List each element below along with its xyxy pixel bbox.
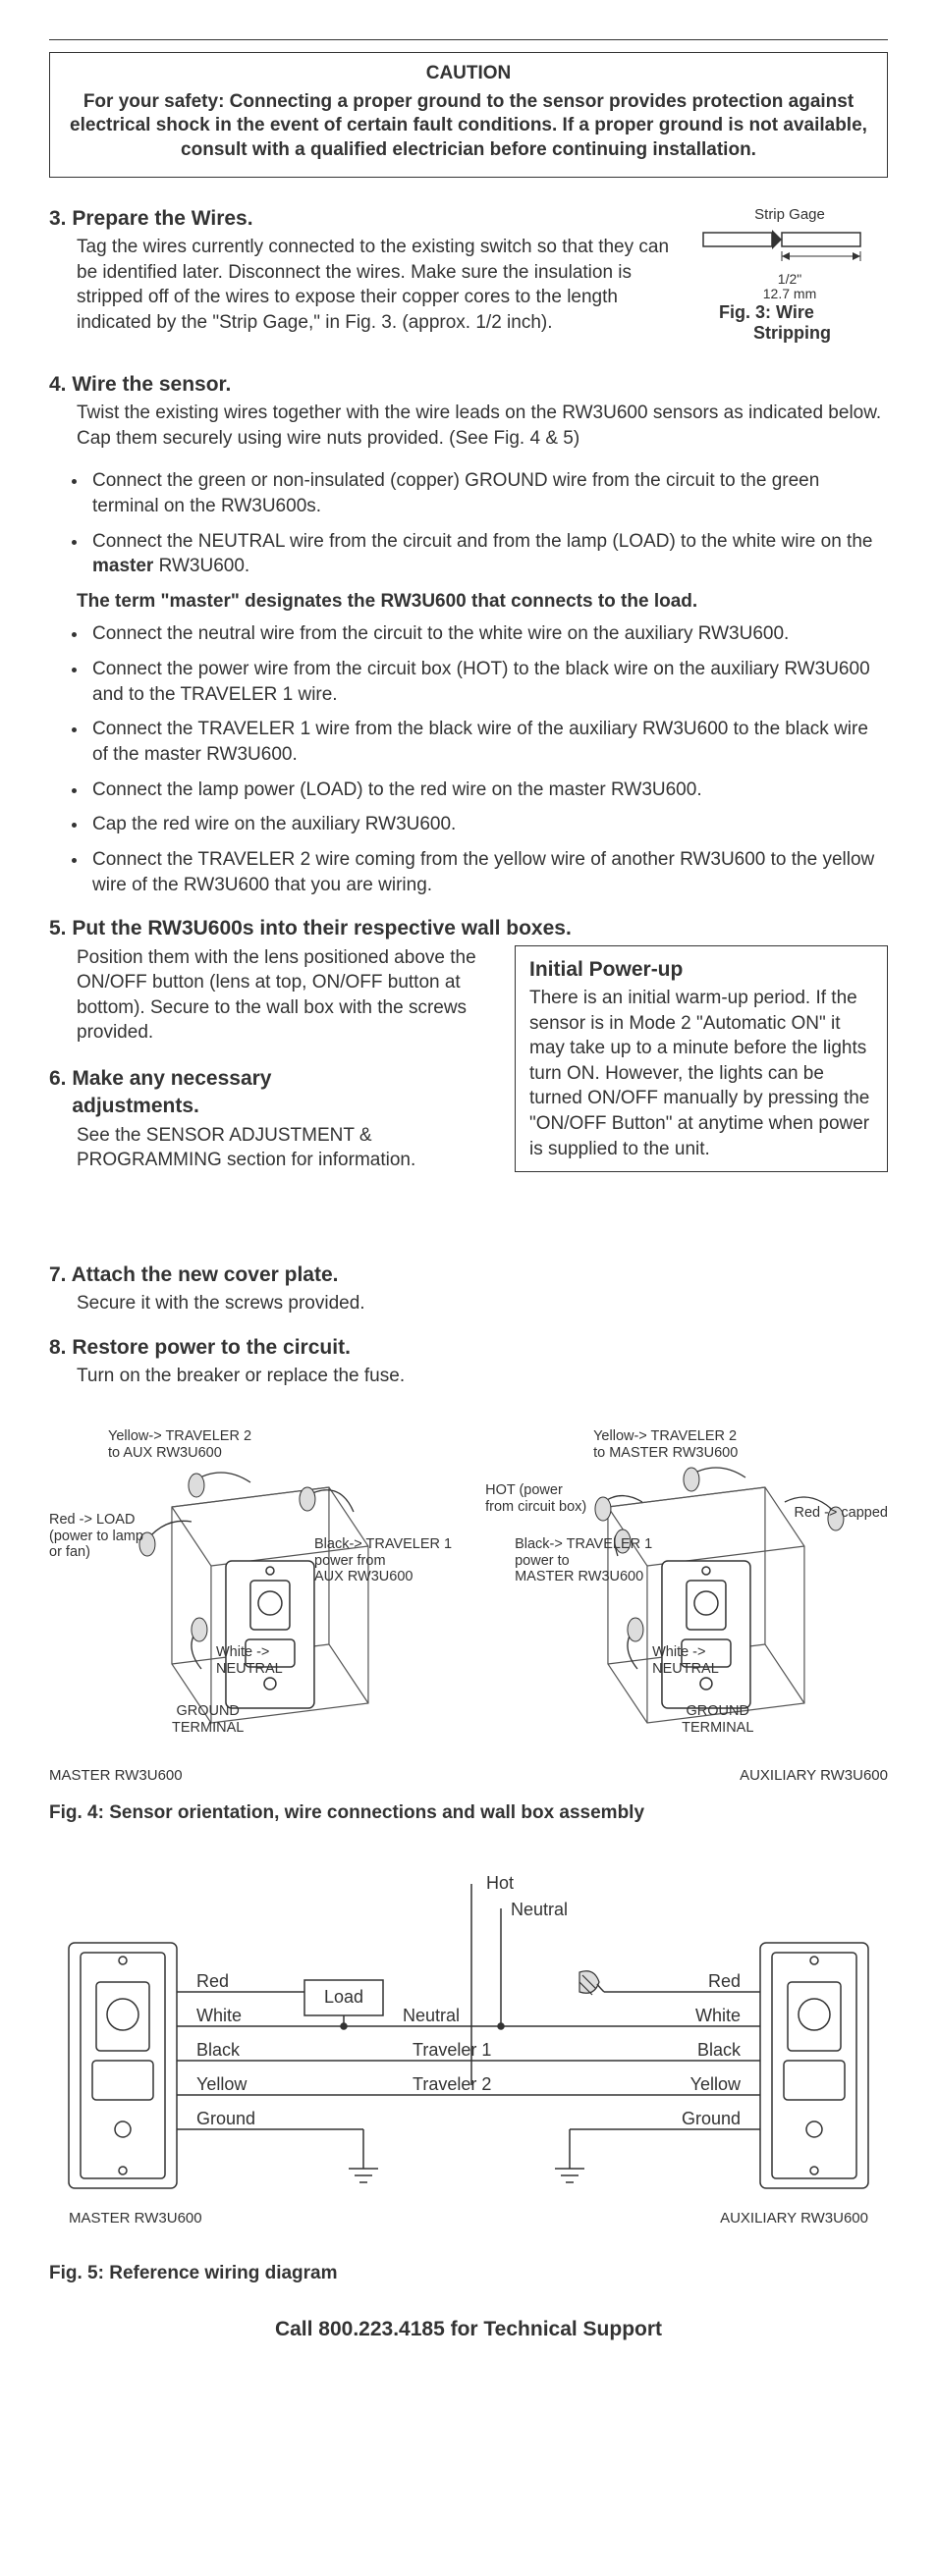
svg-text:Ground: Ground bbox=[196, 2109, 255, 2128]
bullet-item: Connect the lamp power (LOAD) to the red… bbox=[88, 778, 888, 803]
lbl-black-aux: Black-> TRAVELER 1 power to MASTER RW3U6… bbox=[515, 1536, 652, 1585]
bullet-item: Connect the NEUTRAL wire from the circui… bbox=[88, 529, 888, 579]
svg-text:Black: Black bbox=[697, 2040, 742, 2060]
bullet-item: Connect the neutral wire from the circui… bbox=[88, 621, 888, 647]
svg-text:Ground: Ground bbox=[682, 2109, 741, 2128]
strip-gage-figure: Strip Gage 1/2" 12.7 mm Fig. 3: Wire Str… bbox=[691, 205, 888, 345]
bullet-item: Cap the red wire on the auxiliary RW3U60… bbox=[88, 812, 888, 837]
strip-gage-label: Strip Gage bbox=[691, 205, 888, 225]
fig5-hot: Hot bbox=[486, 1873, 514, 1893]
step4-heading: 4. Wire the sensor. bbox=[49, 371, 888, 399]
step-5-heading-row: 5. Put the RW3U600s into their respectiv… bbox=[49, 915, 888, 942]
strip-gage-icon bbox=[701, 227, 878, 270]
step-4: 4. Wire the sensor. Twist the existing w… bbox=[49, 371, 888, 898]
svg-text:Yellow: Yellow bbox=[690, 2074, 742, 2094]
step6-heading: 6. Make any necessary adjustments. bbox=[49, 1065, 495, 1121]
strip-half-inch: 1/2" bbox=[778, 271, 801, 287]
svg-text:Red: Red bbox=[708, 1971, 741, 1991]
footer-call: Call 800.223.4185 for Technical Support bbox=[49, 2316, 888, 2343]
svg-text:White: White bbox=[196, 2006, 242, 2025]
caution-box: CAUTION For your safety: Connecting a pr… bbox=[49, 52, 888, 178]
fig3-caption: Fig. 3: Wire Stripping bbox=[691, 302, 888, 345]
caution-title: CAUTION bbox=[64, 61, 873, 86]
fig4-master: Yellow-> TRAVELER 2 to AUX RW3U600 Red -… bbox=[49, 1428, 452, 1787]
fig5-neutral-top: Neutral bbox=[511, 1900, 568, 1919]
lbl-ground: GROUND TERMINAL bbox=[172, 1703, 244, 1736]
fig4-aux: Yellow-> TRAVELER 2 to MASTER RW3U600 HO… bbox=[485, 1428, 888, 1787]
svg-text:Yellow: Yellow bbox=[196, 2074, 248, 2094]
master-device-label: MASTER RW3U600 bbox=[49, 1766, 452, 1786]
bullet-item: Connect the TRAVELER 2 wire coming from … bbox=[88, 847, 888, 897]
lbl-black: Black-> TRAVELER 1 power from AUX RW3U60… bbox=[314, 1536, 452, 1585]
svg-text:White: White bbox=[695, 2006, 741, 2025]
initial-powerup-box: Initial Power-up There is an initial war… bbox=[515, 945, 888, 1173]
svg-text:AUXILIARY RW3U600: AUXILIARY RW3U600 bbox=[720, 2210, 868, 2227]
fig4-caption: Fig. 4: Sensor orientation, wire connect… bbox=[49, 1800, 888, 1826]
step-7: 7. Attach the new cover plate. Secure it… bbox=[49, 1261, 888, 1316]
strip-mm: 12.7 mm bbox=[763, 286, 816, 301]
lbl-red-aux: Red -> capped bbox=[794, 1505, 888, 1522]
step4-bullets-a: Connect the green or non-insulated (copp… bbox=[49, 468, 888, 579]
step-3: Strip Gage 1/2" 12.7 mm Fig. 3: Wire Str… bbox=[49, 205, 888, 353]
lbl-red: Red -> LOAD (power to lamp or fan) bbox=[49, 1512, 143, 1561]
step8-heading: 8. Restore power to the circuit. bbox=[49, 1334, 888, 1362]
svg-text:Load: Load bbox=[324, 1987, 363, 2007]
lbl-white: White -> NEUTRAL bbox=[216, 1644, 283, 1677]
svg-text:Neutral: Neutral bbox=[403, 2006, 460, 2025]
bullet-item: Connect the TRAVELER 1 wire from the bla… bbox=[88, 717, 888, 767]
svg-text:Red: Red bbox=[196, 1971, 229, 1991]
lbl-white-aux: White -> NEUTRAL bbox=[652, 1644, 719, 1677]
step7-heading: 7. Attach the new cover plate. bbox=[49, 1261, 888, 1289]
lbl-yellow-aux: Yellow-> TRAVELER 2 to MASTER RW3U600 bbox=[593, 1428, 738, 1461]
lbl-yellow: Yellow-> TRAVELER 2 to AUX RW3U600 bbox=[108, 1428, 251, 1461]
svg-text:Black: Black bbox=[196, 2040, 241, 2060]
step-6: 6. Make any necessary adjustments. See t… bbox=[49, 1065, 495, 1173]
svg-text:Traveler 2: Traveler 2 bbox=[413, 2074, 491, 2094]
fig5-diagram: Hot Neutral Load Red White Black Yellow … bbox=[49, 1854, 888, 2247]
step4-bullets-b: Connect the neutral wire from the circui… bbox=[49, 621, 888, 897]
svg-text:MASTER RW3U600: MASTER RW3U600 bbox=[69, 2210, 202, 2227]
step8-body: Turn on the breaker or replace the fuse. bbox=[49, 1364, 888, 1389]
wiring-diagram-icon: Hot Neutral Load Red White Black Yellow … bbox=[49, 1854, 888, 2247]
step7-body: Secure it with the screws provided. bbox=[49, 1291, 888, 1316]
step4-intro: Twist the existing wires together with t… bbox=[49, 401, 888, 451]
powerup-text: There is an initial warm-up period. If t… bbox=[529, 986, 873, 1161]
lbl-hot: HOT (power from circuit box) bbox=[485, 1482, 586, 1515]
caution-text: For your safety: Connecting a proper gro… bbox=[64, 90, 873, 163]
fig4-diagrams: Yellow-> TRAVELER 2 to AUX RW3U600 Red -… bbox=[49, 1428, 888, 1787]
step4-term-line: The term "master" designates the RW3U600… bbox=[49, 589, 888, 615]
fig5-caption: Fig. 5: Reference wiring diagram bbox=[49, 2261, 888, 2286]
svg-text:Traveler 1: Traveler 1 bbox=[413, 2040, 491, 2060]
step5-body: Position them with the lens positioned a… bbox=[49, 945, 495, 1046]
step6-body: See the SENSOR ADJUSTMENT & PROGRAMMING … bbox=[49, 1123, 495, 1173]
lbl-ground-aux: GROUND TERMINAL bbox=[682, 1703, 753, 1736]
step-8: 8. Restore power to the circuit. Turn on… bbox=[49, 1334, 888, 1389]
bullet-item: Connect the green or non-insulated (copp… bbox=[88, 468, 888, 518]
aux-device-label: AUXILIARY RW3U600 bbox=[485, 1766, 888, 1786]
step5-heading: 5. Put the RW3U600s into their respectiv… bbox=[49, 915, 888, 942]
steps-5-6-block: Position them with the lens positioned a… bbox=[49, 945, 888, 1194]
powerup-title: Initial Power-up bbox=[529, 956, 873, 984]
bullet-item: Connect the power wire from the circuit … bbox=[88, 657, 888, 707]
